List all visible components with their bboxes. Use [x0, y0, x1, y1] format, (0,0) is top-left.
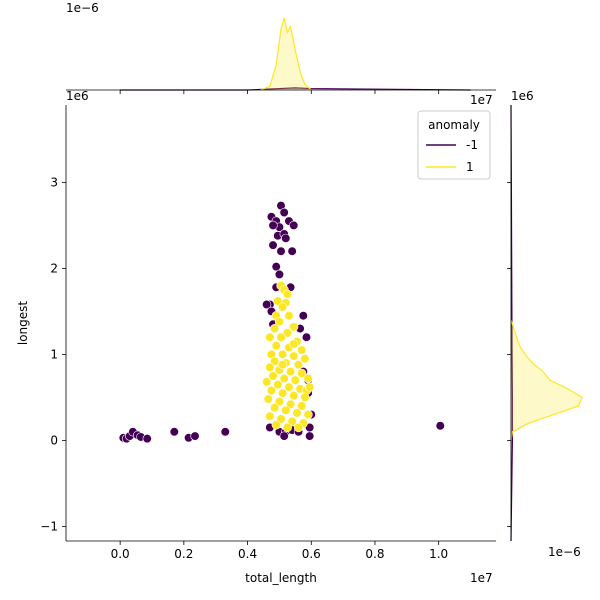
scatter-point-neg1 [169, 427, 179, 437]
scatter-point-1 [285, 399, 296, 409]
scatter-point-1 [287, 416, 297, 427]
scatter-point-1 [303, 373, 313, 384]
scatter-point-1 [265, 332, 275, 342]
x-tick-label: 0.0 [111, 547, 130, 561]
scatter-point-1 [265, 362, 275, 372]
scatter-point-1 [289, 351, 299, 361]
scatter-point-1 [270, 356, 280, 366]
scatter-point-1 [297, 345, 307, 355]
scatter-point-1 [274, 397, 285, 407]
y-offset-label: 1e6 [66, 89, 89, 103]
x-offset-label: 1e7 [470, 571, 493, 585]
scatter-point-1 [282, 328, 292, 338]
legend: anomaly -1 1 [417, 110, 491, 180]
y-tick-label: −1 [40, 519, 58, 533]
scatter-point-1 [284, 311, 294, 321]
scatter-point-1 [289, 391, 299, 401]
scatter-point-neg1 [435, 421, 445, 431]
top-marginal-fill-1 [260, 18, 312, 90]
scatter-point-1 [276, 332, 286, 342]
scatter-point-1 [285, 366, 296, 377]
top-marginal-offset-label: 1e−6 [66, 1, 99, 15]
scatter-point-1 [270, 403, 280, 413]
scatter-point-neg1 [279, 207, 289, 218]
scatter-point-1 [277, 388, 288, 398]
legend-label-neg1: -1 [466, 138, 478, 152]
right-marginal-density-offset-label: 1e−6 [548, 545, 581, 559]
scatter-point-neg1 [268, 220, 278, 230]
scatter-point-1 [305, 382, 315, 392]
legend-title: anomaly [428, 118, 480, 132]
scatter-point-1 [268, 371, 278, 381]
scatter-point-1 [297, 368, 307, 378]
x-offset-label-top: 1e7 [470, 93, 493, 107]
x-tick-label: 0.4 [238, 547, 257, 561]
scatter-point-1 [273, 379, 283, 390]
scatter-point-neg1 [279, 431, 289, 441]
right-marginal-line-1 [510, 319, 583, 441]
scatter-point-1 [293, 422, 304, 433]
y-tick-label: 0 [50, 433, 58, 447]
scatter-point-1 [300, 354, 310, 364]
scatter-point-1 [303, 409, 313, 420]
scatter-point-1 [297, 401, 307, 411]
y-tick-label: 3 [50, 175, 58, 189]
top-marginal-line-1 [260, 17, 312, 91]
scatter-point-1 [293, 360, 304, 370]
scatter-point-1 [262, 377, 272, 387]
scatter-point-neg1 [289, 220, 299, 230]
scatter-point-1 [289, 339, 299, 349]
y-tick-label: 1 [50, 347, 58, 361]
scatter-point-1 [281, 405, 291, 415]
scatter-point-1 [300, 392, 310, 402]
scatter-point-neg1 [220, 427, 230, 437]
scatter-point-neg1 [276, 246, 286, 256]
scatter-point-neg1 [268, 240, 278, 250]
x-axis-label: total_length [245, 571, 317, 585]
scatter-point-neg1 [281, 233, 291, 243]
scatter-point-1 [266, 385, 277, 396]
scatter-point-neg1 [305, 431, 315, 441]
scatter-point-1 [289, 322, 299, 332]
scatter-point-neg1 [274, 269, 285, 280]
scatter-point-neg1 [287, 246, 297, 256]
scatter-point-neg1 [262, 299, 272, 310]
scatter-point-1 [282, 422, 292, 433]
scatter-point-neg1 [271, 262, 281, 272]
scatter-point-1 [290, 375, 300, 385]
x-tick-label: 0.2 [174, 547, 193, 561]
x-tick-label: 0.8 [365, 547, 384, 561]
scatter-point-1 [271, 420, 281, 430]
scatter-point-1 [271, 341, 281, 351]
x-tick-label: 0.6 [302, 547, 321, 561]
scatter-point-1 [270, 323, 280, 334]
scatter-point-1 [265, 411, 275, 421]
y-axis-label: longest [16, 301, 30, 346]
right-marginal-offset-label: 1e6 [511, 89, 534, 103]
right-marginal-fill-1 [511, 319, 582, 441]
main-axes: 0.0 0.2 0.4 0.6 0.8 1.0 −1 0 1 2 3 total_length l… [16, 89, 496, 585]
scatter-point-neg1 [298, 311, 308, 321]
right-marginal: 1e6 1e−6 [507, 89, 583, 559]
top-marginal: 1e−6 [66, 1, 496, 94]
x-tick-label: 1.0 [429, 547, 448, 561]
legend-label-1: 1 [466, 160, 474, 174]
scatter-point-neg1 [190, 431, 200, 441]
scatter-point-1 [277, 349, 288, 359]
scatter-point-1 [284, 382, 294, 392]
scatter-point-1 [282, 289, 292, 299]
scatter-point-1 [263, 394, 273, 404]
scatter-point-neg1 [142, 434, 152, 444]
scatter-point-1 [277, 302, 288, 312]
scatter-point-neg1 [301, 332, 312, 342]
scatter-point-1 [276, 414, 286, 424]
scatter-point-1 [279, 373, 289, 384]
y-tick-label: 2 [50, 261, 58, 275]
scatter-point-1 [277, 360, 288, 370]
scatter-point-1 [274, 317, 285, 327]
scatter-point-1 [292, 408, 302, 418]
